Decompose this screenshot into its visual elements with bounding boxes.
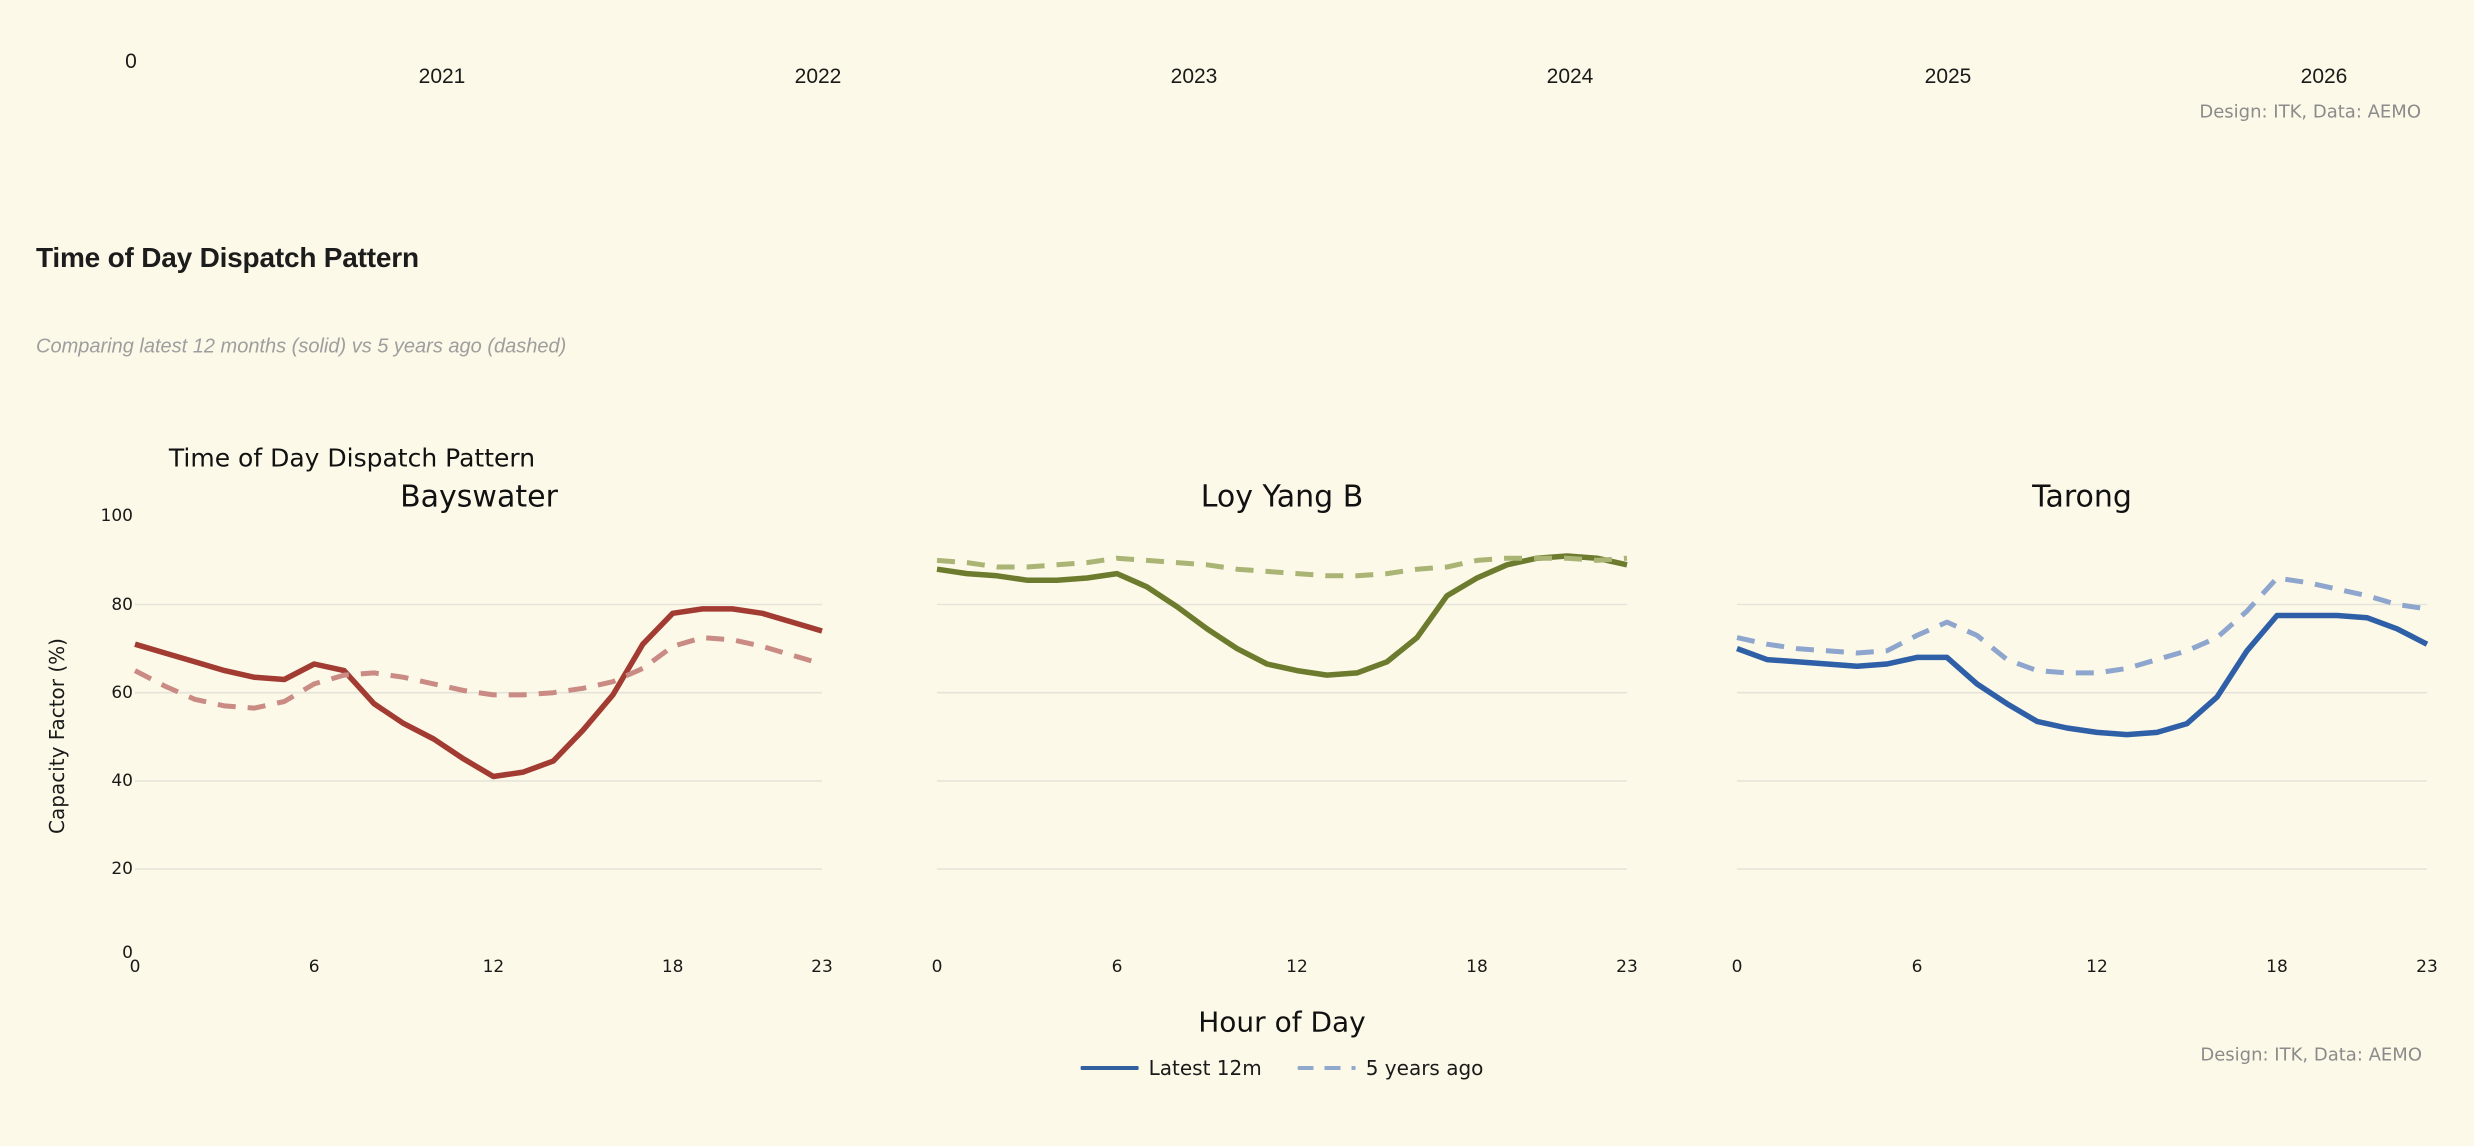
- year-tick-label: 2023: [1170, 65, 1218, 88]
- y-axis-label: Capacity Factor (%): [45, 638, 69, 834]
- legend: Latest 12m 5 years ago: [1080, 1056, 1484, 1080]
- legend-dashed-line-swatch: [1297, 1066, 1356, 1070]
- legend-label-5-years-ago: 5 years ago: [1365, 1056, 1484, 1080]
- series-line-dashed: [133, 635, 823, 711]
- year-tick-label: 2025: [1924, 65, 1972, 88]
- x-tick-label: 18: [1466, 957, 1488, 977]
- x-tick-label: 12: [1286, 957, 1308, 977]
- top-axis-zero-label: 0: [125, 50, 137, 73]
- x-tick-label: 18: [2266, 957, 2288, 977]
- x-axis-label: Hour of Day: [1198, 1005, 1366, 1039]
- y-tick-label: 0: [122, 943, 133, 963]
- x-tick-label: 23: [2416, 957, 2438, 977]
- y-tick-label: 60: [111, 682, 133, 703]
- x-tick-label: 0: [1731, 957, 1743, 977]
- figure-suptitle: Time of Day Dispatch Pattern: [168, 443, 536, 473]
- page-title: Time of Day Dispatch Pattern: [36, 242, 419, 273]
- year-tick-label: 2021: [418, 65, 466, 88]
- subplot-title-bayswater: Bayswater: [400, 479, 558, 515]
- x-tick-label: 12: [482, 957, 505, 977]
- x-tick-label: 0: [129, 957, 141, 977]
- page-subtitle: Comparing latest 12 months (solid) vs 5 …: [36, 335, 567, 358]
- y-tick-label: 40: [111, 770, 133, 791]
- legend-solid-line-swatch: [1080, 1066, 1139, 1070]
- series-line-dashed: [936, 555, 1628, 579]
- legend-label-latest-12m: Latest 12m: [1148, 1056, 1262, 1080]
- series-line-solid: [1736, 612, 2429, 738]
- subplot-title-tarong: Tarong: [2032, 479, 2132, 515]
- top-credit: Design: ITK, Data: AEMO: [2199, 101, 2421, 123]
- year-tick-label: 2022: [794, 65, 842, 88]
- y-tick-label: 20: [111, 859, 133, 880]
- subplot-title-loy-yang-b: Loy Yang B: [1200, 479, 1364, 515]
- x-tick-label: 23: [1616, 957, 1638, 977]
- bottom-credit: Design: ITK, Data: AEMO: [2200, 1044, 2422, 1066]
- x-tick-label: 23: [811, 957, 833, 977]
- series-line-solid: [936, 553, 1628, 678]
- series-line-dashed: [1736, 575, 2428, 676]
- x-tick-label: 0: [931, 957, 943, 977]
- x-tick-label: 6: [1111, 957, 1123, 977]
- x-tick-label: 6: [1911, 957, 1923, 977]
- year-tick-label: 2026: [2300, 65, 2348, 88]
- y-tick-label: 80: [111, 594, 133, 615]
- x-tick-label: 18: [661, 957, 684, 977]
- x-tick-label: 12: [2086, 957, 2108, 977]
- year-tick-label: 2024: [1546, 65, 1594, 88]
- series-line-solid: [134, 606, 823, 780]
- x-tick-label: 6: [308, 957, 320, 977]
- y-tick-label: 100: [100, 506, 133, 527]
